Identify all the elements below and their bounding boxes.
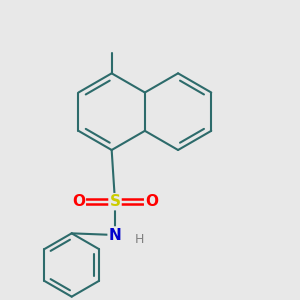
- Text: N: N: [109, 227, 122, 242]
- Text: S: S: [110, 194, 121, 209]
- Text: O: O: [145, 194, 158, 209]
- Text: O: O: [72, 194, 85, 209]
- Text: H: H: [135, 233, 144, 246]
